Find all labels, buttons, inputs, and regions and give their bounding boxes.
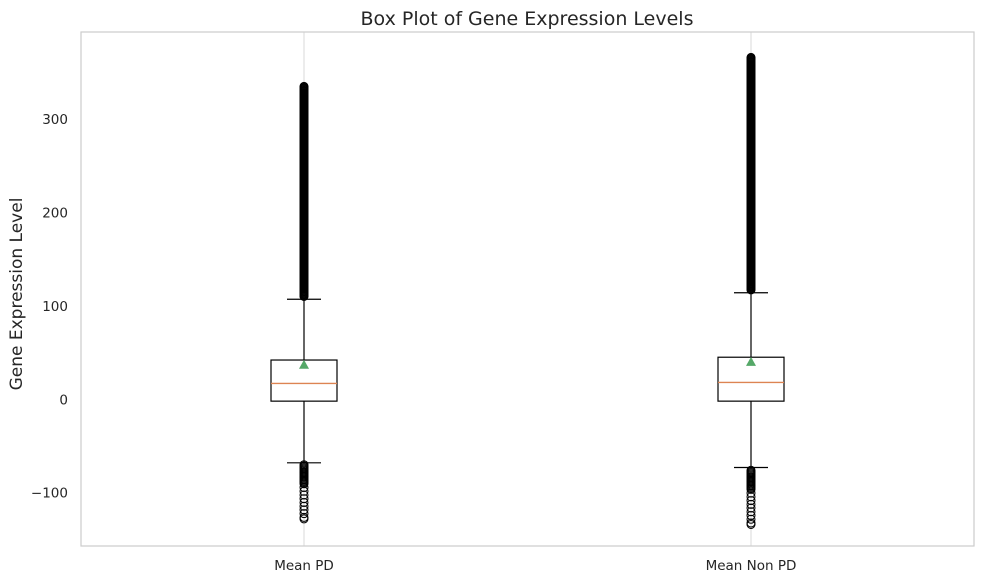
mean-marker [746,356,756,366]
outlier-point [299,505,309,515]
outlier-point [299,479,309,489]
outlier-point [746,503,756,513]
mean-marker [299,359,309,369]
outlier-point [299,501,309,511]
outlier-point [746,499,756,509]
outlier-point [299,497,309,507]
y-tick-label: 0 [59,392,68,408]
outlier-point [746,520,756,530]
outlier-point [746,507,756,517]
outlier-point [299,490,309,500]
outlier-point [746,52,756,62]
x-tick-label: Mean Non PD [706,558,797,574]
outlier-point [746,484,756,494]
outlier-point [299,514,309,524]
box-group [717,52,785,530]
box-group [270,81,338,524]
chart-title: Box Plot of Gene Expression Levels [361,8,694,30]
outlier-point [746,511,756,521]
outlier-point [299,494,309,504]
outlier-point [746,492,756,502]
outlier-point [746,514,756,524]
tick-layer: −100 0 100 200 300 Mean PD Mean Non PD [31,112,797,574]
outlier-point [746,488,756,498]
y-axis-label: Gene Expression Level [7,198,27,391]
outlier-point [299,482,309,492]
y-tick-label: 100 [42,299,68,315]
outlier-point [299,81,309,91]
x-tick-label: Mean PD [274,558,334,574]
box-layer [270,52,785,530]
outlier-point [746,496,756,506]
plot-frame [80,31,975,547]
y-tick-label: −100 [31,486,68,502]
y-tick-label: 200 [42,205,68,221]
outlier-point [299,486,309,496]
y-tick-label: 300 [42,112,68,128]
outlier-point [299,509,309,519]
